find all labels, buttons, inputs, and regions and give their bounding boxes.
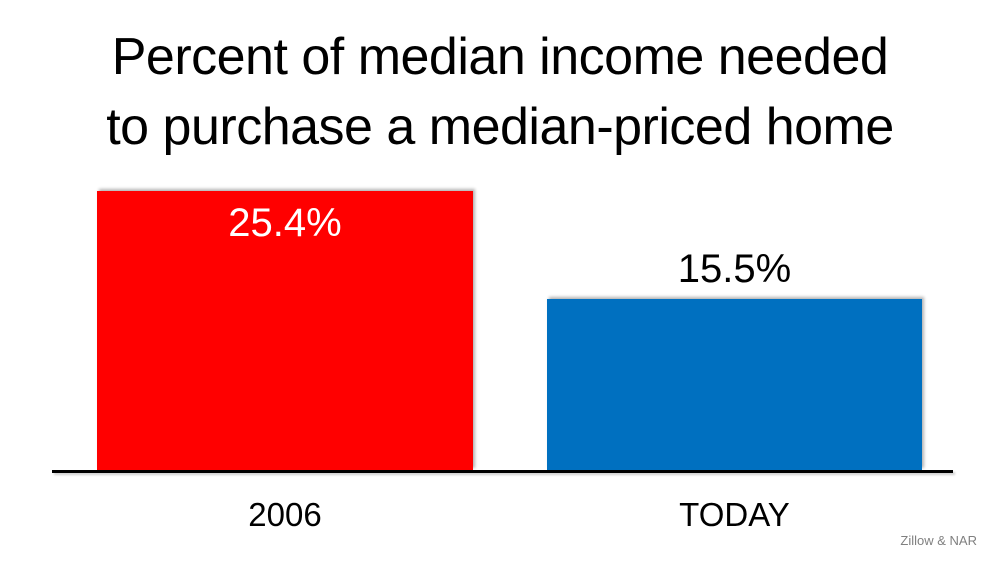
bar-today: 15.5% (547, 247, 922, 470)
category-label-today: TODAY (679, 496, 790, 533)
chart-title-line2: to purchase a median-priced home (106, 98, 894, 156)
bar-today-value-label: 15.5% (677, 247, 792, 291)
category-label-2006: 2006 (248, 496, 322, 533)
bar-2006-value-label: 25.4% (228, 201, 342, 245)
source-attribution: Zillow & NAR (900, 533, 977, 548)
chart-title: Percent of median income needed to purch… (0, 22, 1000, 162)
chart-title-line1: Percent of median income needed (111, 28, 889, 86)
x-axis-line (52, 470, 953, 473)
bar-2006: 25.4% (97, 191, 473, 470)
